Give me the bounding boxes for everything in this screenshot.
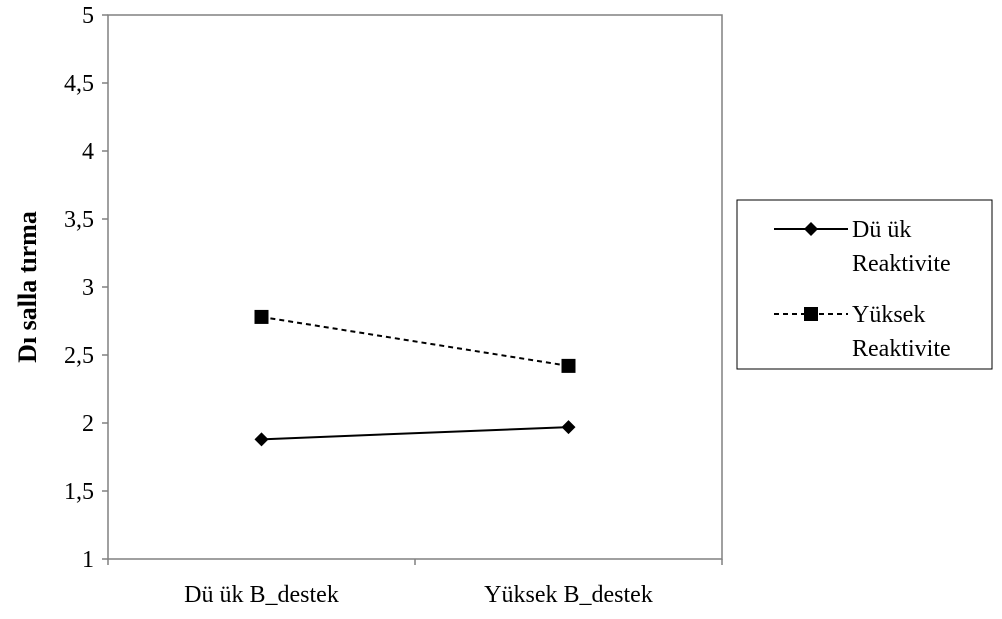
legend-label-line1: Dü ük — [852, 217, 911, 243]
y-tick-label: 2,5 — [64, 343, 94, 369]
y-tick-label: 1,5 — [64, 479, 94, 505]
legend-item-1: Dü ük Reaktivite — [774, 217, 951, 277]
series-line — [261, 426, 569, 441]
legend-label-line2: Reaktivite — [852, 336, 951, 362]
series-1 — [254, 420, 576, 447]
data-point-square — [561, 358, 576, 373]
y-axis-label: Dı salla tırma — [13, 211, 42, 363]
legend: Dü ük Reaktivite Yüksek Reaktivite — [736, 199, 993, 370]
y-tick-label: 4 — [82, 139, 94, 165]
series-2 — [254, 309, 576, 373]
y-tick-label: 3 — [82, 275, 94, 301]
legend-marker-diamond — [804, 222, 818, 236]
y-tick-label: 2 — [82, 411, 94, 437]
legend-label-line2: Reaktivite — [852, 251, 951, 277]
data-point-diamond — [254, 432, 269, 447]
y-tick-label: 4,5 — [64, 71, 94, 97]
legend-marker-square — [804, 307, 818, 321]
x-category-label: Yüksek B_destek — [484, 582, 653, 608]
y-tick-label: 1 — [82, 547, 94, 573]
x-axis: Dü ük B_destek Yüksek B_destek — [107, 559, 723, 608]
data-point-square — [254, 309, 269, 324]
y-tick-label: 3,5 — [64, 207, 94, 233]
series-line — [261, 315, 569, 367]
legend-item-2: Yüksek Reaktivite — [774, 302, 951, 362]
y-axis: 1 1,5 2 2,5 3 3,5 4 4,5 5 — [64, 3, 108, 573]
plot-area — [107, 14, 723, 560]
x-category-label: Dü ük B_destek — [184, 582, 339, 608]
series-layer — [254, 309, 576, 447]
y-tick-label: 5 — [82, 3, 94, 29]
data-point-diamond — [561, 420, 576, 435]
legend-label-line1: Yüksek — [852, 302, 925, 328]
